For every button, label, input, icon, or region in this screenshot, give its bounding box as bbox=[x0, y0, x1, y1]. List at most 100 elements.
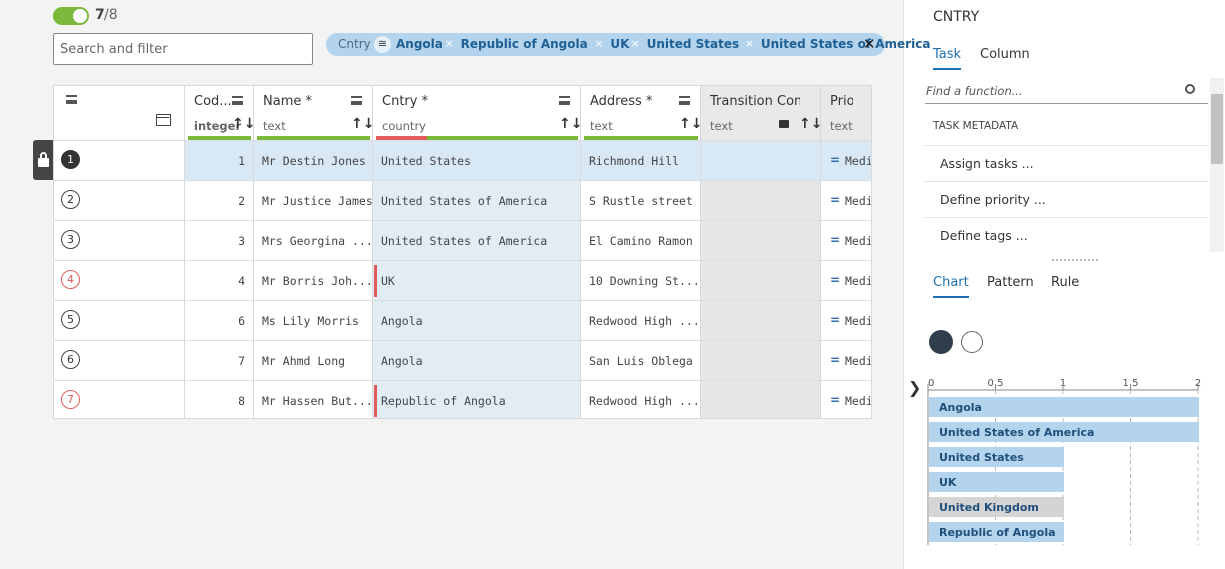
filter-remove[interactable]: × bbox=[630, 37, 640, 50]
priority-icon: = bbox=[830, 153, 841, 167]
address: El Camino Ramon bbox=[589, 234, 693, 248]
cell[interactable]: Mr Hassen But... bbox=[253, 380, 372, 418]
cell[interactable]: Angola bbox=[372, 300, 580, 340]
panel-collapse[interactable]: ❯ bbox=[908, 378, 922, 397]
bar-label: Angola bbox=[939, 401, 982, 414]
row-index[interactable]: 2 bbox=[61, 190, 80, 209]
filter-remove[interactable]: × bbox=[444, 37, 454, 50]
row-index[interactable]: 5 bbox=[61, 310, 80, 329]
sort-icon[interactable]: ↑↓ bbox=[679, 116, 700, 132]
column-menu[interactable] bbox=[351, 96, 362, 105]
filter-pill[interactable]: Cntry ≅ Angola × Republic of Angola × UK × Unite… bbox=[326, 33, 947, 56]
cell[interactable] bbox=[700, 260, 820, 300]
cell[interactable] bbox=[700, 340, 820, 380]
sort-icon[interactable]: ↑↓ bbox=[799, 116, 820, 132]
cell[interactable]: = Medium bbox=[820, 380, 871, 418]
cell[interactable]: Republic of Angola bbox=[372, 380, 580, 418]
cell[interactable] bbox=[700, 180, 820, 220]
cell[interactable]: Mr Justice James bbox=[253, 180, 372, 220]
cell[interactable]: Mr Ahmd Long bbox=[253, 340, 372, 380]
column-menu[interactable] bbox=[559, 96, 570, 105]
cell[interactable]: Angola bbox=[372, 340, 580, 380]
cell[interactable]: Mr Destin Jones bbox=[253, 140, 372, 180]
row-index[interactable]: 4 bbox=[61, 270, 80, 289]
cell[interactable]: 3 bbox=[184, 220, 253, 260]
cell[interactable]: 8 bbox=[184, 380, 253, 418]
cell[interactable]: S Rustle street bbox=[580, 180, 700, 220]
toggle[interactable] bbox=[53, 7, 89, 25]
row-index[interactable]: 6 bbox=[61, 350, 80, 369]
cell[interactable]: San Luis Oblega bbox=[580, 340, 700, 380]
cell[interactable]: = Medium bbox=[820, 260, 871, 300]
cell[interactable]: El Camino Ramon bbox=[580, 220, 700, 260]
cell[interactable]: 2 bbox=[184, 180, 253, 220]
cell[interactable]: Mrs Georgina ... bbox=[253, 220, 372, 260]
task-item[interactable]: Assign tasks ... bbox=[925, 145, 1208, 181]
filter-remove[interactable]: × bbox=[937, 37, 947, 50]
row-index-cell bbox=[54, 380, 184, 418]
column-menu[interactable] bbox=[679, 96, 690, 105]
priority: Medium bbox=[845, 274, 871, 288]
filter-clear[interactable]: ✕ bbox=[863, 35, 876, 53]
country: Angola bbox=[381, 314, 423, 328]
task-item[interactable]: Define priority ... bbox=[925, 181, 1208, 217]
column-header[interactable]: Cod... integer↑↓ bbox=[184, 86, 253, 140]
panel-tab[interactable]: Column bbox=[980, 47, 1030, 62]
quality-bar bbox=[376, 136, 427, 140]
cell[interactable] bbox=[700, 140, 820, 180]
cell[interactable]: Redwood High ... bbox=[580, 380, 700, 418]
cell[interactable]: 4 bbox=[184, 260, 253, 300]
cell[interactable]: 1 bbox=[184, 140, 253, 180]
cell[interactable] bbox=[700, 380, 820, 418]
resize-handle[interactable] bbox=[1052, 259, 1098, 261]
cell[interactable]: 7 bbox=[184, 340, 253, 380]
cell[interactable]: UK bbox=[372, 260, 580, 300]
cell[interactable]: Mr Borris Joh... bbox=[253, 260, 372, 300]
column-header[interactable]: Cntry * country ↑↓ bbox=[372, 86, 580, 140]
name: Ms Lily Morris bbox=[262, 314, 359, 328]
chart-tab[interactable]: Chart bbox=[933, 275, 969, 298]
cell[interactable] bbox=[700, 220, 820, 260]
cell[interactable]: = Medium bbox=[820, 340, 871, 380]
header-menu[interactable] bbox=[66, 95, 77, 104]
cell[interactable]: = Medium bbox=[820, 140, 871, 180]
bar-chart-button[interactable] bbox=[929, 330, 953, 354]
cell[interactable]: 6 bbox=[184, 300, 253, 340]
bar-label: United States bbox=[939, 451, 1024, 464]
cell[interactable]: United States bbox=[372, 140, 580, 180]
row-lock[interactable] bbox=[33, 140, 53, 180]
filter-remove[interactable]: × bbox=[744, 37, 755, 50]
x-tick-label: 0 bbox=[928, 378, 934, 389]
column-header[interactable]: Name * text ↑↓ bbox=[253, 86, 372, 140]
search-box[interactable]: Search and filter bbox=[53, 33, 313, 65]
row-index[interactable]: 7 bbox=[61, 390, 80, 409]
columns-icon[interactable] bbox=[156, 114, 171, 126]
column-menu[interactable] bbox=[232, 96, 243, 105]
cell[interactable]: = Medium bbox=[820, 300, 871, 340]
row-index[interactable]: 3 bbox=[61, 230, 80, 249]
task-item[interactable]: Define tags ... bbox=[925, 217, 1208, 253]
panel-tab[interactable]: Task bbox=[933, 47, 962, 70]
sort-icon[interactable]: ↑↓ bbox=[351, 116, 372, 132]
cell[interactable]: United States of America bbox=[372, 220, 580, 260]
cell[interactable] bbox=[700, 300, 820, 340]
column-header[interactable]: Address * text ↑↓ bbox=[580, 86, 700, 140]
cell[interactable]: = Medium bbox=[820, 220, 871, 260]
map-button[interactable] bbox=[961, 331, 983, 353]
cell[interactable]: 10 Downing St... bbox=[580, 260, 700, 300]
cell[interactable]: = Medium bbox=[820, 180, 871, 220]
chart-tab[interactable]: Rule bbox=[1051, 275, 1080, 290]
row-index[interactable]: 1 bbox=[61, 150, 80, 169]
sort-icon[interactable]: ↑↓ bbox=[559, 116, 580, 132]
code: 7 bbox=[238, 354, 245, 368]
sort-icon[interactable]: ↑↓ bbox=[232, 116, 253, 132]
column-header[interactable]: Priority text bbox=[820, 86, 871, 140]
column-header[interactable]: Transition Com... text ↑↓ bbox=[700, 86, 820, 140]
chart-tab[interactable]: Pattern bbox=[987, 275, 1034, 290]
filter-remove[interactable]: × bbox=[594, 37, 604, 50]
cell[interactable]: United States of America bbox=[372, 180, 580, 220]
cell[interactable]: Ms Lily Morris bbox=[253, 300, 372, 340]
cell[interactable]: Richmond Hill bbox=[580, 140, 700, 180]
cell[interactable]: Redwood High ... bbox=[580, 300, 700, 340]
function-search[interactable]: Find a function... bbox=[925, 80, 1208, 104]
